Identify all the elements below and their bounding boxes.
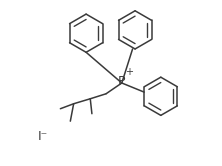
Text: +: + (125, 67, 133, 77)
Text: I⁻: I⁻ (38, 130, 48, 143)
Text: P: P (118, 75, 125, 88)
